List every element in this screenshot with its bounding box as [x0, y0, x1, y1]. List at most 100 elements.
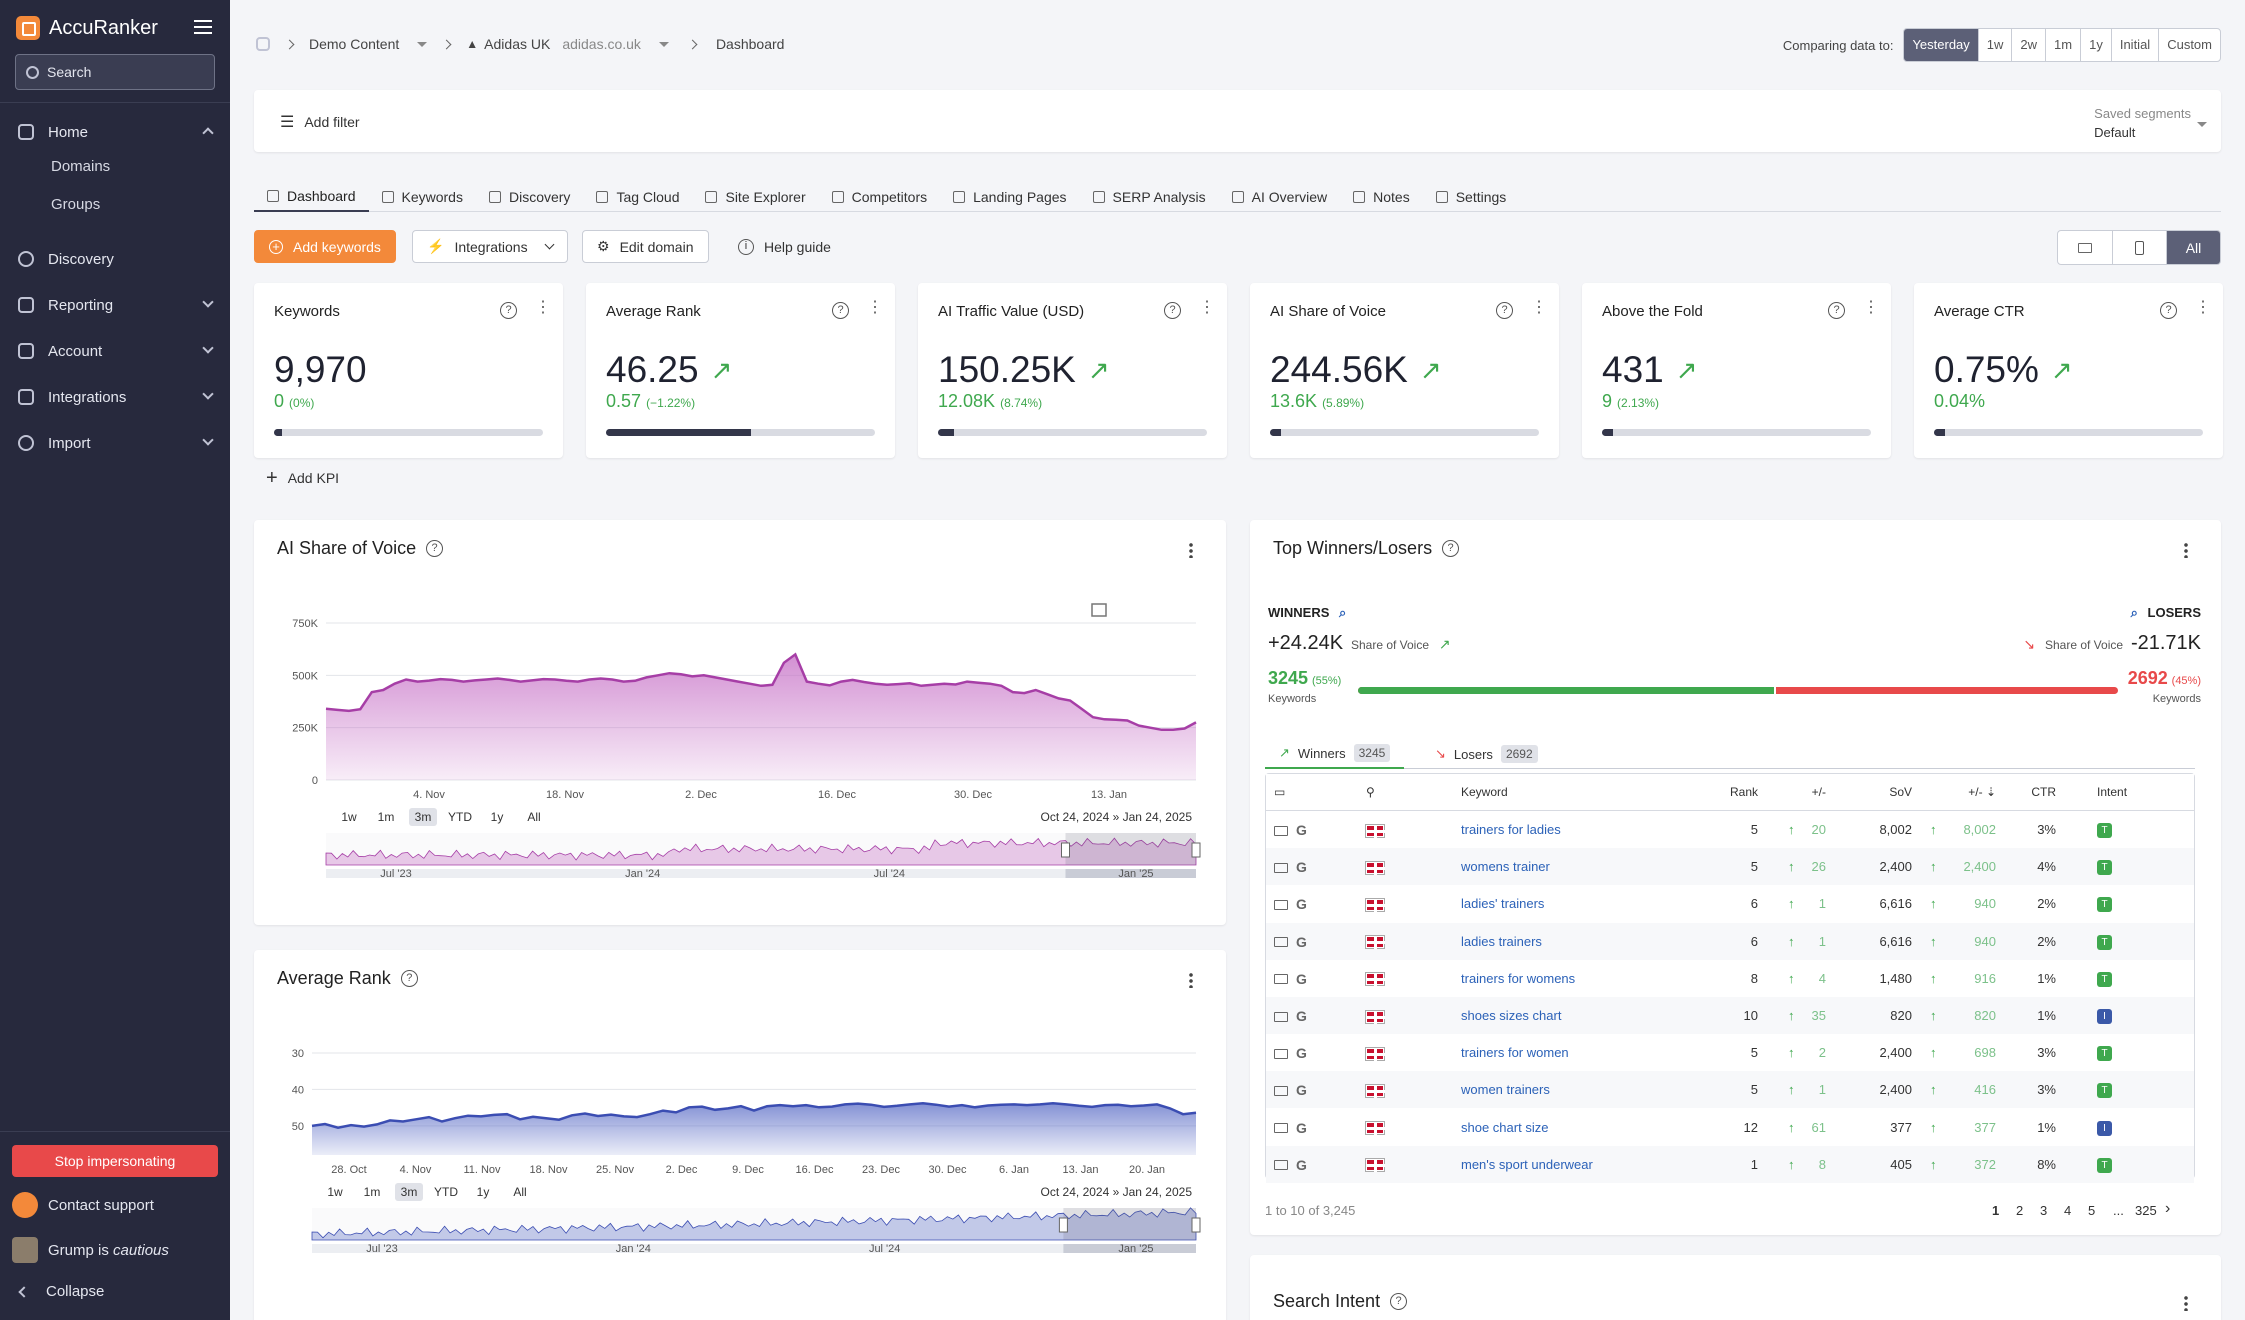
rank-chart[interactable]: 30 40 50 28. Oct 4. Nov 11. Nov 18. Nov 25. Nov… [254, 1010, 1226, 1320]
add-filter-button[interactable]: ☰ Add filter [280, 112, 360, 132]
sov-chart[interactable]: 0 250K 500K 750K 4. Nov 18. Nov 2. Dec 16. Dec 3… [254, 580, 1226, 920]
help-icon[interactable]: ? [1390, 1293, 1408, 1310]
keyword-link[interactable]: trainers for women [1461, 1045, 1569, 1061]
keyword-link[interactable]: womens trainer [1461, 859, 1550, 875]
column-header-rank-delta[interactable]: +/- [1811, 785, 1826, 799]
more-options-icon[interactable]: ⋮ [2195, 299, 2211, 316]
tab-landing-pages[interactable]: Landing Pages [940, 182, 1079, 212]
help-icon[interactable]: ? [832, 302, 849, 319]
navigator-scrollbar[interactable] [326, 869, 1196, 878]
range-button-1y[interactable]: 1y [491, 810, 504, 824]
compare-option-1w[interactable]: 1w [1977, 29, 2012, 61]
help-icon[interactable]: ? [1442, 540, 1460, 557]
navigator-handle-right[interactable] [1191, 842, 1201, 858]
tab-notes[interactable]: Notes [1340, 182, 1423, 212]
more-options-icon[interactable] [2184, 542, 2188, 558]
range-button-all[interactable]: All [513, 1185, 526, 1199]
navigator-handle-left[interactable] [1058, 1217, 1068, 1233]
app-logo[interactable]: AccuRanker [16, 16, 158, 40]
breadcrumb-demo[interactable]: Demo Content [309, 36, 400, 52]
tab-keywords[interactable]: Keywords [369, 182, 476, 212]
sidebar-item-reporting[interactable]: Reporting [0, 287, 230, 323]
navigator-scrollbar[interactable] [312, 1244, 1196, 1253]
series-area[interactable] [326, 654, 1196, 780]
page-button-325[interactable]: 325 [2135, 1203, 2157, 1218]
keyword-link[interactable]: trainers for womens [1461, 970, 1576, 986]
series-line[interactable] [311, 1102, 1197, 1129]
more-options-icon[interactable] [1189, 972, 1193, 988]
tab-losers[interactable]: ↘ Losers 2692 [1435, 739, 1538, 769]
range-button-1y[interactable]: 1y [477, 1185, 490, 1199]
saved-segments-select[interactable]: Saved segments Default [2094, 104, 2207, 142]
compare-option-1m[interactable]: 1m [2045, 29, 2080, 61]
home-icon[interactable] [256, 37, 270, 51]
sidebar-item-groups[interactable]: Groups [51, 196, 101, 213]
more-options-icon[interactable]: ⋮ [1199, 299, 1215, 316]
tab-ai-overview[interactable]: AI Overview [1219, 182, 1340, 212]
compare-option-2w[interactable]: 2w [2011, 29, 2045, 61]
more-options-icon[interactable]: ⋮ [535, 299, 551, 316]
compare-option-custom[interactable]: Custom [2158, 29, 2220, 61]
contact-support-link[interactable]: Contact support [12, 1192, 154, 1218]
help-guide-button[interactable]: i Help guide [724, 230, 845, 263]
tab-competitors[interactable]: Competitors [819, 182, 940, 212]
keyword-link[interactable]: ladies trainers [1461, 933, 1542, 949]
more-options-icon[interactable]: ⋮ [867, 299, 883, 316]
user-status[interactable]: Grump is cautious [12, 1237, 169, 1263]
keyword-link[interactable]: women trainers [1461, 1082, 1550, 1098]
navigator-selection[interactable] [1065, 833, 1197, 865]
mobile-device-button[interactable] [2112, 231, 2166, 264]
range-button-1m[interactable]: 1m [364, 1185, 381, 1199]
more-options-icon[interactable] [1189, 542, 1193, 558]
sidebar-item-integrations[interactable]: Integrations [0, 379, 230, 415]
column-header-ctr[interactable]: CTR [2031, 785, 2056, 799]
next-page-icon[interactable]: › [2165, 1200, 2171, 1217]
sidebar-item-domains[interactable]: Domains [51, 158, 111, 175]
column-header-intent[interactable]: Intent [2097, 785, 2128, 799]
all-devices-button[interactable]: All [2166, 231, 2220, 264]
keyword-link[interactable]: trainers for ladies [1461, 822, 1561, 837]
menu-icon[interactable] [194, 20, 212, 34]
range-button-3m[interactable]: 3m [415, 810, 432, 824]
tab-dashboard[interactable]: Dashboard [254, 182, 369, 212]
desktop-device-button[interactable] [2058, 231, 2112, 264]
more-options-icon[interactable]: ⋮ [1863, 299, 1879, 316]
tab-serp-analysis[interactable]: SERP Analysis [1080, 182, 1219, 212]
range-button-3m[interactable]: 3m [401, 1185, 418, 1199]
page-button-...[interactable]: ... [2113, 1203, 2124, 1218]
image-export-icon[interactable] [1091, 603, 1107, 617]
more-options-icon[interactable]: ⋮ [1531, 299, 1547, 316]
help-icon[interactable]: ? [1828, 302, 1845, 319]
search-list-icon[interactable]: ⌕ [1339, 605, 1347, 620]
navigator-handle-right[interactable] [1191, 1217, 1201, 1233]
column-header-rank[interactable]: Rank [1729, 785, 1758, 799]
range-button-1m[interactable]: 1m [378, 810, 395, 824]
range-button-all[interactable]: All [527, 810, 540, 824]
sidebar-item-discovery[interactable]: Discovery [0, 241, 230, 277]
keyword-link[interactable]: shoes sizes chart [1461, 1008, 1562, 1023]
page-button-5[interactable]: 5 [2088, 1203, 2096, 1218]
range-button-1w[interactable]: 1w [327, 1185, 343, 1199]
device-column-icon[interactable]: ▭ [1274, 785, 1286, 799]
range-button-ytd[interactable]: YTD [434, 1185, 458, 1199]
compare-option-initial[interactable]: Initial [2110, 29, 2158, 61]
tab-winners[interactable]: ↗ Winners 3245 [1265, 739, 1405, 769]
help-icon[interactable]: ? [1496, 302, 1513, 319]
caret-down-icon[interactable] [658, 41, 669, 47]
column-header-sov[interactable]: SoV [1889, 785, 1912, 799]
tab-tag-cloud[interactable]: Tag Cloud [583, 182, 692, 212]
page-button-1[interactable]: 1 [1992, 1203, 2000, 1218]
sidebar-search-input[interactable]: Search [15, 54, 215, 90]
navigator-selection[interactable] [1063, 1208, 1196, 1240]
search-list-icon[interactable]: ⌕ [2130, 605, 2138, 620]
integrations-button[interactable]: ⚡ Integrations [412, 230, 568, 263]
edit-domain-button[interactable]: ⚙ Edit domain [582, 230, 709, 263]
add-kpi-button[interactable]: + Add KPI [266, 468, 339, 488]
compare-option-1y[interactable]: 1y [2080, 29, 2111, 61]
navigator-scrollbar-thumb[interactable] [1063, 1244, 1196, 1253]
help-icon[interactable]: ? [1164, 302, 1181, 319]
